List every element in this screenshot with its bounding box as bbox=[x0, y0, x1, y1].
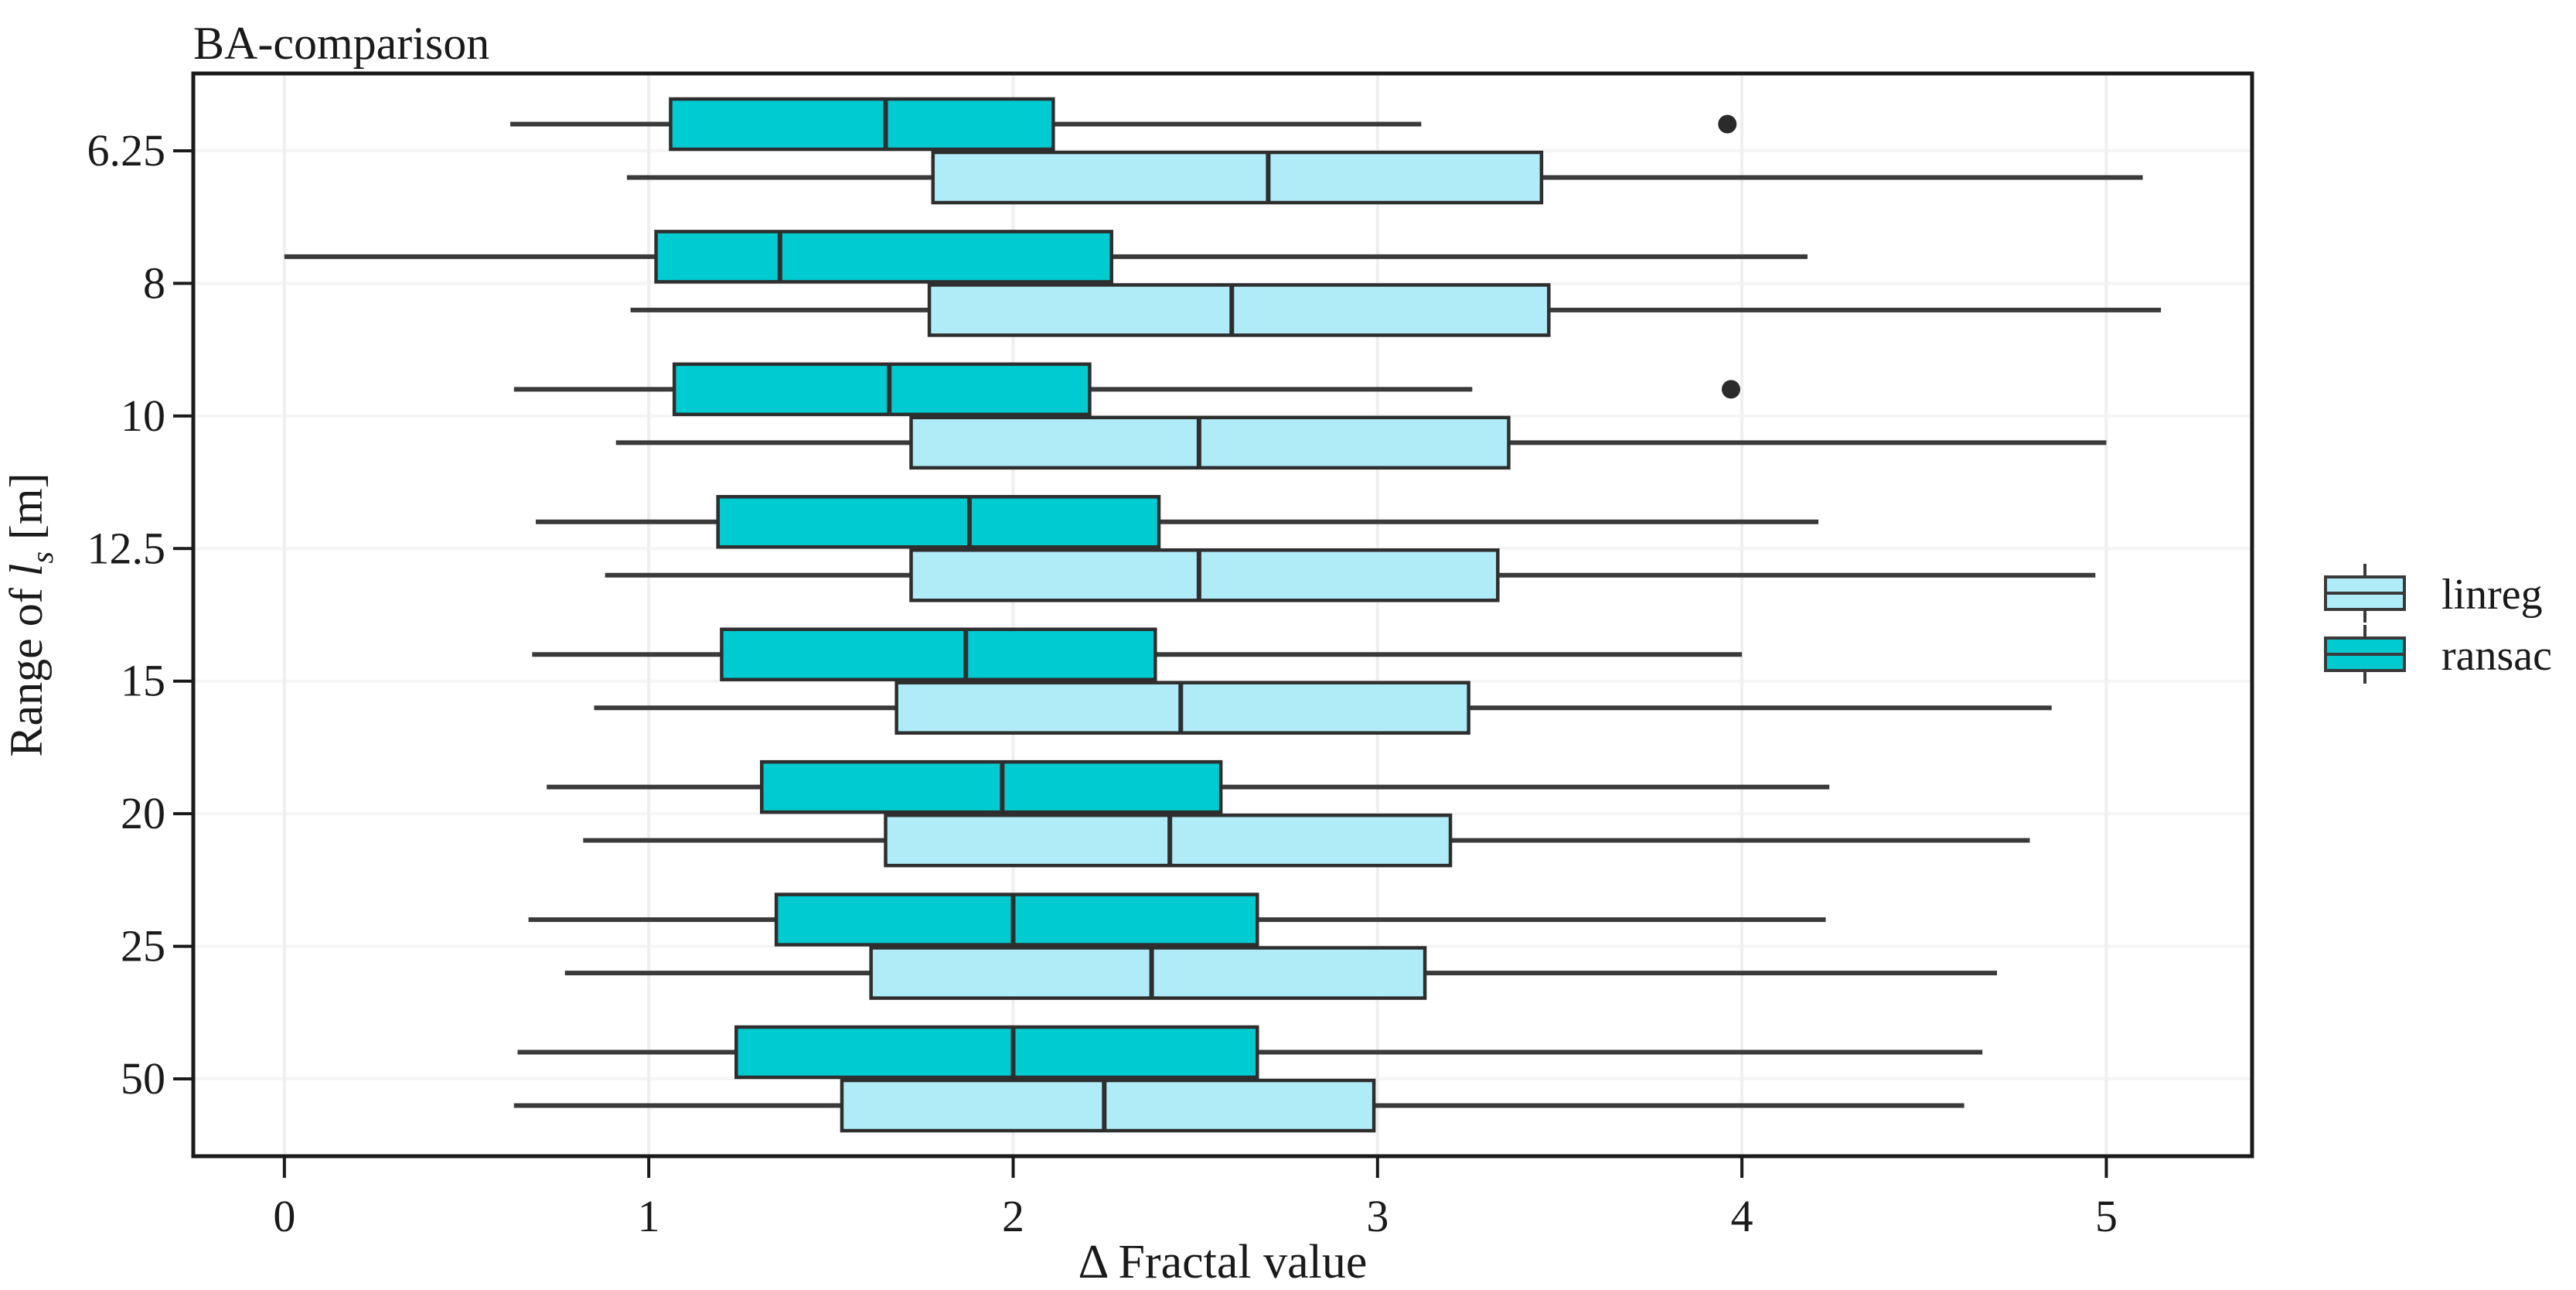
x-tick-label: 0 bbox=[273, 1191, 295, 1241]
legend: linreg ransac bbox=[2324, 564, 2552, 684]
boxplot-ransac-12.5 bbox=[536, 495, 1819, 549]
iqr-box bbox=[927, 283, 1551, 337]
boxplot-ransac-25 bbox=[528, 892, 1826, 947]
iqr-box bbox=[869, 946, 1427, 1000]
outlier-point bbox=[1718, 114, 1737, 134]
iqr-box bbox=[909, 548, 1500, 602]
boxplot-linreg-50 bbox=[513, 1078, 1964, 1133]
boxplot-linreg-20 bbox=[583, 813, 2030, 868]
iqr-box bbox=[931, 150, 1544, 205]
boxplot-linreg-25 bbox=[564, 946, 1998, 1000]
iqr-box bbox=[909, 415, 1511, 470]
y-tick-label: 50 bbox=[121, 1053, 165, 1104]
iqr-box bbox=[720, 627, 1157, 681]
boxplot-linreg-12.5 bbox=[605, 548, 2096, 602]
boxplot-linreg-6.25 bbox=[626, 150, 2143, 205]
y-tick-label: 12.5 bbox=[87, 523, 166, 573]
x-tick-label: 2 bbox=[1002, 1191, 1024, 1241]
legend-label: linreg bbox=[2441, 571, 2543, 619]
legend-label: ransac bbox=[2441, 632, 2552, 680]
iqr-box bbox=[840, 1078, 1376, 1133]
x-axis-title: Δ Fractal value bbox=[1078, 1236, 1368, 1288]
x-tick-label: 3 bbox=[1366, 1191, 1389, 1241]
y-tick-label: 15 bbox=[121, 656, 165, 706]
x-tick-label: 5 bbox=[2095, 1191, 2118, 1241]
y-tick-label: 20 bbox=[121, 788, 165, 838]
panel-border bbox=[191, 71, 2254, 1159]
boxplot-ransac-15 bbox=[532, 627, 1743, 681]
outlier-point bbox=[1722, 380, 1741, 399]
boxplot-ransac-20 bbox=[547, 759, 1830, 814]
iqr-box bbox=[672, 362, 1092, 417]
y-axis-title: Range of ls [m] bbox=[1, 473, 60, 756]
iqr-box bbox=[774, 892, 1259, 947]
boxplot-linreg-8 bbox=[630, 283, 2162, 337]
legend-entry-ransac: ransac bbox=[2324, 625, 2552, 684]
boxplot-ransac-10 bbox=[513, 362, 1741, 417]
boxplot-linreg-10 bbox=[615, 415, 2107, 470]
iqr-box bbox=[654, 230, 1113, 284]
x-tick-label: 4 bbox=[1731, 1191, 1753, 1241]
x-tick-label: 1 bbox=[638, 1191, 660, 1241]
iqr-box bbox=[669, 97, 1055, 152]
legend-entry-linreg: linreg bbox=[2324, 564, 2543, 623]
y-tick-label: 25 bbox=[121, 921, 165, 971]
y-axis: 6.25 8 10 12.5 15 20 25 50 bbox=[87, 125, 193, 1104]
chart-title: BA-comparison bbox=[193, 18, 489, 69]
boxplot-ransac-8 bbox=[284, 230, 1808, 284]
iqr-box bbox=[760, 759, 1223, 814]
boxplot-linreg-15 bbox=[594, 681, 2052, 735]
y-tick-label: 8 bbox=[143, 258, 165, 308]
iqr-box bbox=[734, 1025, 1259, 1080]
boxplot-ransac-6.25 bbox=[510, 97, 1737, 152]
x-axis: 0 1 2 3 4 5 bbox=[273, 1156, 2118, 1241]
boxplot-ransac-50 bbox=[517, 1025, 1983, 1080]
y-tick-label: 6.25 bbox=[87, 125, 166, 176]
iqr-box bbox=[716, 495, 1161, 549]
y-tick-label: 10 bbox=[121, 391, 165, 441]
